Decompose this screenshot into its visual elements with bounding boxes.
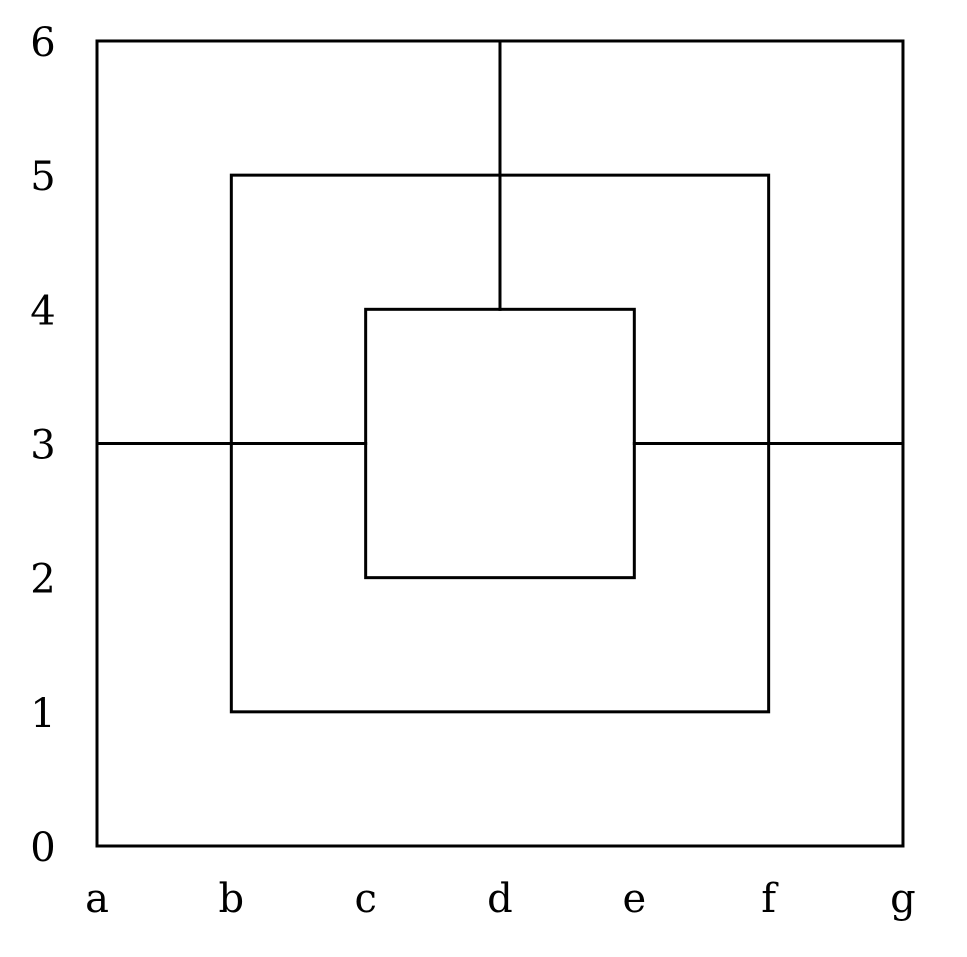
column-label-e: e (622, 876, 646, 922)
column-labels: a b c d e f g (85, 876, 916, 922)
column-label-a: a (85, 876, 109, 922)
row-label-6: 6 (30, 20, 55, 66)
inner-square (364, 307, 636, 580)
row-labels: 0 1 2 3 4 5 6 (30, 20, 55, 871)
column-label-f: f (761, 876, 779, 922)
row-label-4: 4 (30, 288, 55, 334)
row-label-0: 0 (30, 825, 55, 871)
row-label-3: 3 (30, 422, 55, 468)
row-label-1: 1 (30, 691, 55, 737)
row-label-5: 5 (30, 154, 55, 200)
column-label-d: d (487, 876, 513, 922)
row-label-2: 2 (30, 557, 55, 603)
board-lines (95, 39, 905, 848)
column-label-b: b (219, 876, 245, 922)
column-label-c: c (354, 876, 376, 922)
column-label-g: g (890, 876, 916, 922)
